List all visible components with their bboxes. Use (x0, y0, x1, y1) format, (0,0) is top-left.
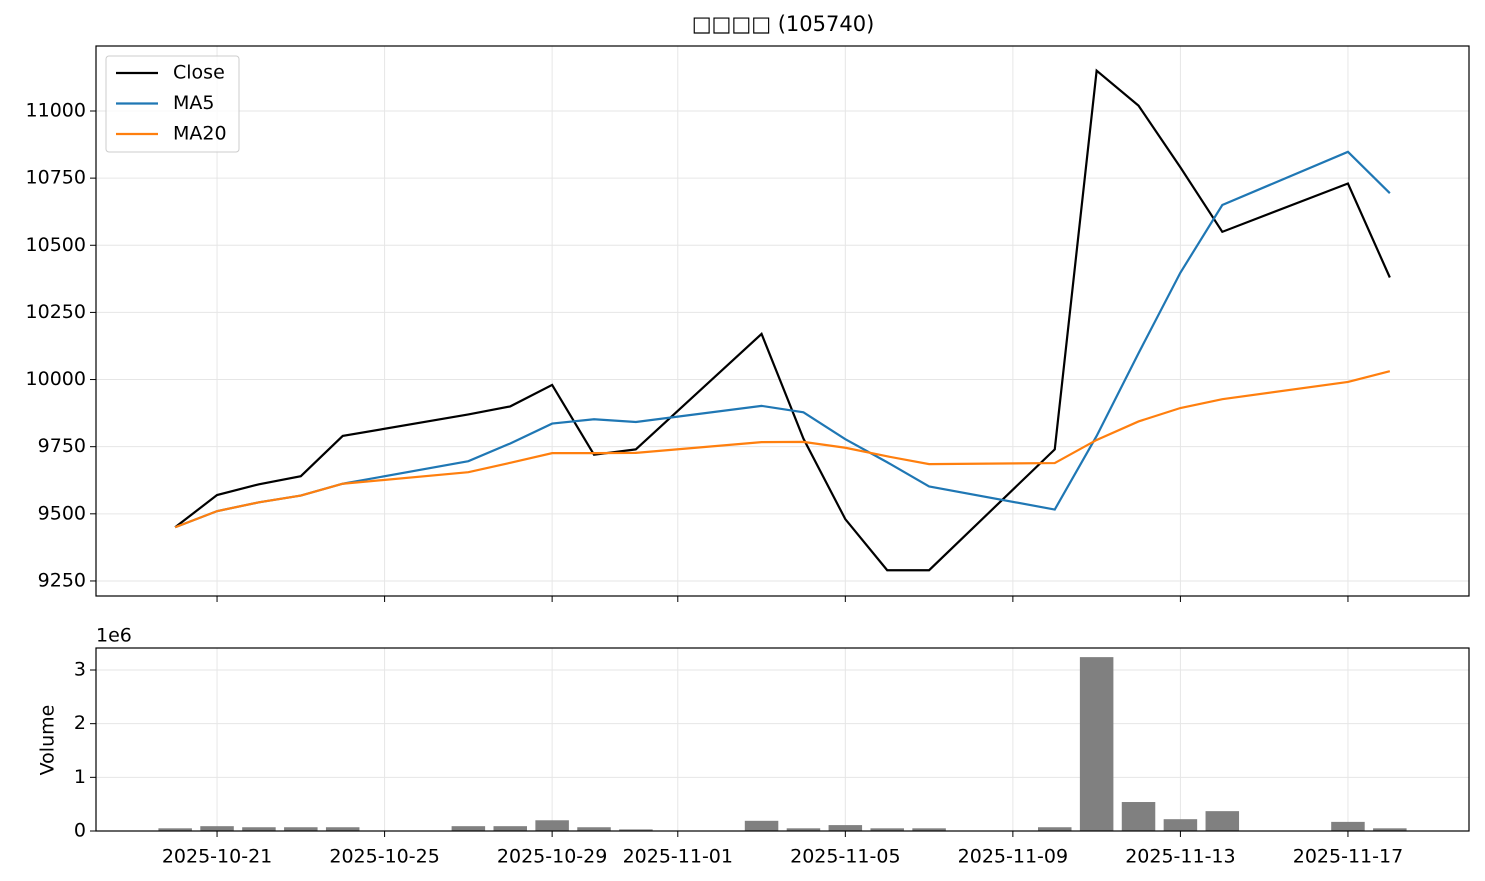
x-tick-label: 2025-10-21 (162, 846, 272, 868)
bar (577, 827, 611, 831)
bar (870, 828, 904, 831)
x-tick-label: 2025-10-25 (329, 846, 439, 868)
y-axis-label: Volume (37, 705, 59, 776)
bar (200, 826, 234, 831)
bar (1331, 821, 1365, 831)
bar (619, 829, 653, 831)
bar (284, 827, 318, 831)
y-tick-label: 10750 (26, 167, 86, 189)
x-tick-label: 2025-11-09 (958, 846, 1068, 868)
legend-label: MA5 (173, 92, 214, 114)
y-tick-label: 9750 (38, 435, 86, 457)
y-tick-label: 0 (74, 820, 86, 842)
bar (828, 825, 863, 831)
y-tick-label: 1 (74, 766, 86, 788)
y-tick-label: 11000 (26, 99, 86, 121)
y-tick-label: 9500 (38, 502, 86, 524)
bar (912, 828, 946, 831)
x-tick-label: 2025-11-13 (1125, 846, 1235, 868)
x-tick-label: 2025-11-01 (623, 846, 733, 868)
y-tick-label: 10500 (26, 234, 86, 256)
x-tick-label: 2025-11-05 (790, 846, 900, 868)
y-tick-label: 10000 (26, 368, 86, 390)
line-series (174, 68, 1391, 572)
y-tick-label: 2 (74, 712, 86, 734)
line-series (174, 370, 1391, 529)
x-tick-label: 2025-11-17 (1293, 846, 1403, 868)
bar (493, 826, 527, 831)
legend-label: MA20 (173, 123, 227, 145)
bar (535, 820, 569, 831)
plot-frame (95, 647, 1470, 832)
legend-box (105, 55, 240, 153)
chart-title: □□□□ (105740) (692, 12, 875, 36)
x-tick-label: 2025-10-29 (497, 846, 607, 868)
bar (1121, 802, 1156, 831)
offset-label: 1e6 (96, 625, 132, 647)
bar (158, 828, 192, 831)
y-tick-label: 10250 (26, 301, 86, 323)
bar (744, 820, 779, 831)
bar (1038, 827, 1072, 831)
bar (451, 826, 486, 831)
y-tick-label: 9250 (38, 569, 86, 591)
bar (786, 828, 821, 831)
plot-frame (95, 45, 1470, 597)
legend-label: Close (173, 62, 225, 84)
y-tick-label: 3 (74, 659, 86, 681)
bar (325, 827, 360, 831)
bar (242, 827, 276, 831)
bar (1079, 657, 1114, 831)
bar (1373, 828, 1407, 831)
bar (1205, 811, 1240, 831)
bar (1163, 819, 1198, 831)
